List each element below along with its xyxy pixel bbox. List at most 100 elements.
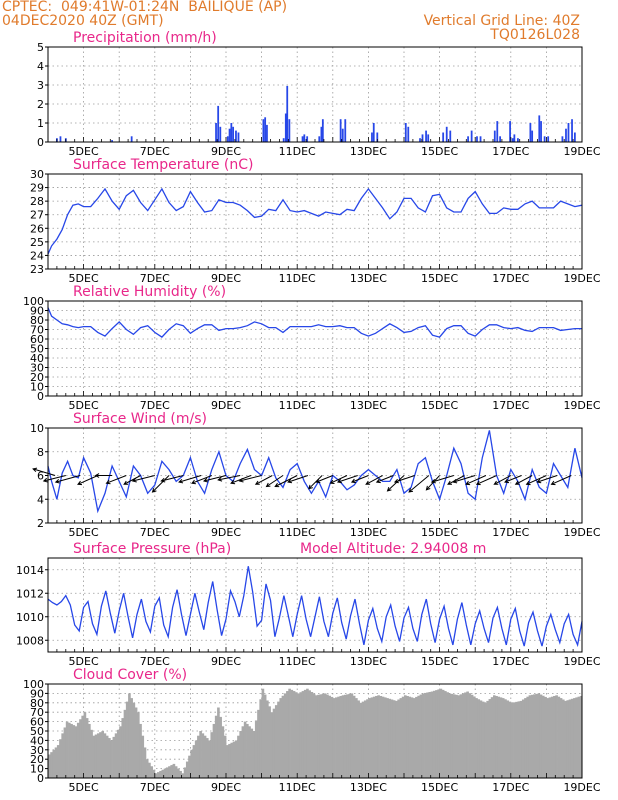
cloud-bar	[377, 695, 380, 778]
cloud-bar	[297, 693, 300, 778]
cloud-bar	[116, 729, 120, 778]
temp-ytick-label: 24	[30, 249, 44, 262]
wind-vector	[94, 473, 113, 478]
cloud-bar	[283, 693, 287, 778]
precip-bar	[341, 128, 344, 142]
cloud-bar	[350, 693, 354, 778]
precip-bar	[282, 138, 285, 142]
cloud-bar	[533, 694, 536, 778]
cloud-bar	[270, 712, 274, 778]
rh-ytick-label: 10	[30, 381, 44, 394]
pres-xtick-label: 5DEC	[69, 655, 99, 668]
wind-xtick-label: 15DEC	[421, 526, 458, 539]
precip-bar	[404, 123, 407, 142]
cloud-bar	[466, 691, 469, 778]
cloud-bar	[48, 754, 51, 778]
cloud-bar	[63, 727, 67, 778]
cloud-bar	[183, 767, 187, 778]
cloud-bar	[301, 691, 305, 778]
cloud-bar	[468, 693, 472, 778]
cloud-bar	[288, 688, 291, 778]
rh-xtick-label: 17DEC	[492, 399, 529, 412]
precip-bar	[286, 85, 289, 142]
cloud-xtick-label: 17DEC	[492, 781, 529, 794]
temp-panel: Surface Temperature (nC) 2324252627282930…	[30, 157, 601, 285]
cloud-bar	[257, 709, 260, 778]
cloud-bar	[112, 736, 116, 778]
cloud-bar	[446, 692, 449, 778]
cloud-bar	[504, 699, 507, 778]
wind-vector	[105, 475, 127, 485]
cloud-bar	[159, 770, 162, 778]
cloud-bar	[575, 697, 578, 778]
cloud-bar	[237, 735, 240, 778]
cloud-bar	[366, 699, 369, 778]
cloud-bar	[346, 694, 349, 778]
cloud-bar	[68, 722, 71, 778]
cloud-bar	[254, 720, 258, 778]
precip-xtick-label: 17DEC	[492, 145, 529, 158]
cloud-bar	[437, 689, 440, 778]
cloud-bar	[286, 691, 289, 778]
cloud-bar	[319, 694, 323, 778]
cloud-bar	[461, 693, 465, 778]
wind-vector	[308, 475, 323, 490]
precip-bar	[561, 136, 564, 142]
rh-xtick-label: 13DEC	[350, 399, 387, 412]
cloud-ytick-label: 80	[30, 697, 44, 710]
cloud-bar	[541, 695, 545, 778]
cloud-ytick-label: 70	[30, 706, 44, 719]
cloud-bar	[497, 696, 501, 778]
temp-ytick-label: 28	[30, 195, 44, 208]
wind-vector	[287, 475, 309, 484]
precip-bar	[565, 128, 567, 142]
precip-bar	[467, 136, 469, 142]
precip-ytick-label: 3	[37, 79, 44, 92]
cloud-bar	[243, 721, 247, 778]
temp-ytick-label: 23	[30, 263, 44, 276]
cloud-bar	[484, 702, 487, 778]
rh-ytick-label: 50	[30, 343, 44, 356]
cloud-bar	[214, 715, 218, 778]
wind-vector	[475, 475, 497, 486]
pres-ytick-label: 1010	[16, 611, 44, 624]
cloud-bar	[577, 696, 581, 778]
wind-vector	[329, 475, 348, 484]
precip-xtick-label: 5DEC	[69, 145, 99, 158]
cloud-bar	[428, 691, 432, 778]
pres-xtick-label: 11DEC	[279, 655, 316, 668]
cloud-bar	[101, 731, 105, 778]
cloud-bar	[246, 723, 249, 778]
cloud-bar	[74, 726, 78, 778]
precip-bar	[543, 136, 546, 142]
wind-vector	[525, 475, 547, 486]
cloud-bar	[386, 698, 389, 778]
precip-bar	[517, 138, 519, 142]
cloud-bar	[179, 770, 182, 778]
cloud-bar	[137, 712, 140, 778]
temp-line	[47, 187, 583, 255]
cloud-bar	[513, 702, 516, 778]
wind-vector	[123, 475, 141, 485]
cloud-bar	[223, 735, 227, 778]
cloud-bar	[103, 733, 107, 778]
wind-vector	[365, 475, 383, 485]
cloud-bar	[455, 694, 458, 778]
cloud-bar	[383, 697, 387, 778]
wind-xtick-label: 19DEC	[563, 526, 600, 539]
cloud-bar	[363, 700, 367, 778]
cloud-ytick-label: 50	[30, 725, 44, 738]
cloud-bar	[430, 691, 434, 778]
rh-xtick-label: 11DEC	[279, 399, 316, 412]
cloud-bar	[544, 696, 547, 778]
cloud-bar	[212, 723, 216, 778]
pres-xtick-label: 19DEC	[563, 655, 600, 668]
pres-annotation: Model Altitude: 2.94008 m	[300, 541, 486, 557]
cloud-bar	[266, 700, 269, 778]
cloud-bar	[114, 733, 118, 778]
cloud-bar	[96, 733, 100, 778]
wind-vector	[315, 475, 333, 484]
precip-bar	[529, 123, 532, 142]
cloud-bar	[259, 699, 262, 778]
cloud-bar	[506, 700, 509, 778]
